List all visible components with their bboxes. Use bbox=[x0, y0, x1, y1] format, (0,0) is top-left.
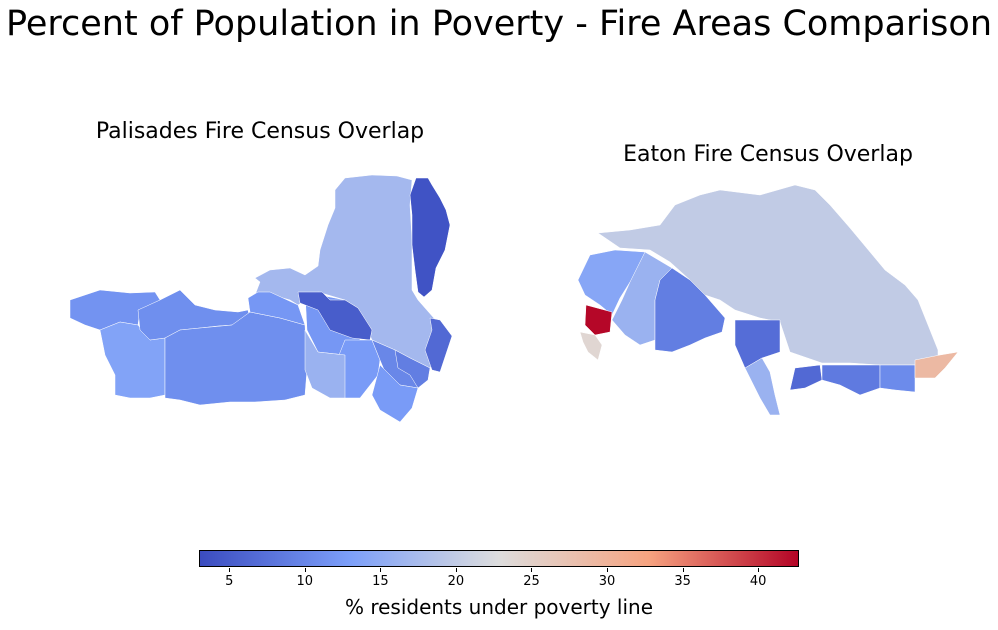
figure-title: Percent of Population in Poverty - Fire … bbox=[6, 4, 992, 44]
tract-p6 bbox=[164, 311, 308, 406]
colorbar-tick-label: 30 bbox=[598, 574, 616, 589]
tract-e5 bbox=[584, 304, 613, 336]
tract-p10 bbox=[247, 291, 306, 326]
colorbar bbox=[199, 550, 799, 567]
tract-e8 bbox=[789, 364, 823, 391]
colorbar-tick bbox=[682, 568, 684, 572]
tract-e10 bbox=[879, 364, 916, 393]
colorbar-tick bbox=[229, 568, 231, 572]
colorbar-tick bbox=[607, 568, 609, 572]
palisades-map bbox=[69, 174, 453, 423]
colorbar-label: % residents under poverty line bbox=[344, 595, 654, 619]
colorbar-tick-label: 15 bbox=[372, 574, 389, 589]
tract-e4 bbox=[654, 267, 726, 353]
colorbar-tick bbox=[758, 568, 760, 572]
tract-e6 bbox=[579, 331, 603, 361]
eaton-map bbox=[577, 184, 959, 416]
colorbar-tick bbox=[380, 568, 382, 572]
colorbar-tick-label: 10 bbox=[296, 574, 314, 589]
palisades-map-title: Palisades Fire Census Overlap bbox=[95, 119, 425, 144]
colorbar-tick-label: 5 bbox=[225, 574, 234, 589]
colorbar-tick-label: 20 bbox=[447, 574, 465, 589]
tract-p14 bbox=[371, 364, 419, 423]
tract-p4 bbox=[99, 321, 166, 399]
tract-e11 bbox=[914, 351, 959, 379]
tract-p13 bbox=[297, 291, 373, 341]
tract-e9 bbox=[821, 364, 881, 396]
colorbar-tick-label: 25 bbox=[523, 574, 540, 589]
tract-p5 bbox=[304, 329, 346, 399]
tract-p11 bbox=[394, 349, 431, 389]
eaton-map-title: Eaton Fire Census Overlap bbox=[623, 142, 913, 167]
colorbar-tick-label: 40 bbox=[749, 574, 767, 589]
colorbar-tick bbox=[455, 568, 457, 572]
tract-p8 bbox=[424, 317, 453, 373]
tract-e1 bbox=[597, 184, 939, 366]
colorbar-tick bbox=[304, 568, 306, 572]
colorbar-tick-label: 35 bbox=[674, 574, 691, 589]
tract-e3b bbox=[744, 357, 781, 416]
tract-p1 bbox=[409, 177, 451, 298]
colorbar-tick bbox=[531, 568, 533, 572]
tract-e2 bbox=[577, 249, 649, 316]
